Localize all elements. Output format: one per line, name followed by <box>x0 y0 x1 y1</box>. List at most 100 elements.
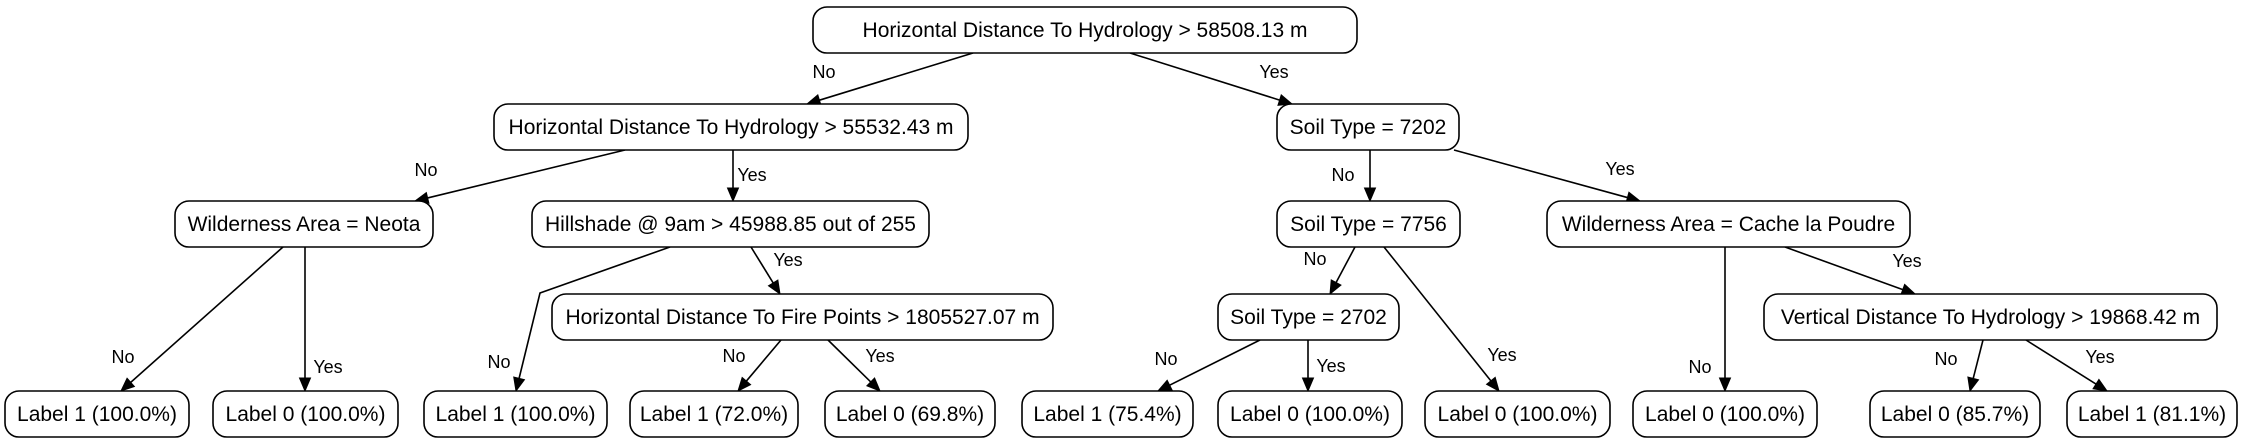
edge-line <box>427 149 626 199</box>
decision-node-n8: Soil Type = 2702 <box>1217 293 1400 341</box>
leaf-label: Label 1 (72.0%) <box>640 403 788 426</box>
branch-label-yes: Yes <box>1259 62 1288 82</box>
split-condition: Horizontal Distance To Fire Points > 180… <box>565 306 1039 329</box>
arrowhead-icon <box>1301 377 1315 393</box>
branch-label-no: No <box>1331 165 1354 185</box>
edge-line <box>518 246 671 379</box>
leaf-label: Label 1 (100.0%) <box>17 403 177 426</box>
arrowhead-icon <box>1485 376 1500 393</box>
edge-n9-to-l9: No <box>1934 339 1984 393</box>
node-box <box>1021 390 1194 438</box>
leaf-node-l2: Label 1 (100.0%) <box>423 390 608 438</box>
node-box <box>1869 390 2041 438</box>
edge-n1-to-n3: No <box>413 149 626 204</box>
edge-n6-to-l8: No <box>1688 247 1732 393</box>
leaf-node-l5: Label 1 (75.4%) <box>1021 390 1194 438</box>
leaf-label: Label 1 (100.0%) <box>436 403 596 426</box>
node-box <box>174 200 434 248</box>
edge-n0-to-n2: Yes <box>1129 52 1294 106</box>
edge-n2-to-n5: No <box>1331 150 1377 203</box>
node-box <box>1217 390 1403 438</box>
branch-label-no: No <box>1154 349 1177 369</box>
edge-n5-to-n8: No <box>1303 246 1356 296</box>
node-box <box>493 103 969 151</box>
split-condition: Horizontal Distance To Hydrology > 58508… <box>863 19 1308 42</box>
split-condition: Soil Type = 7756 <box>1290 213 1447 236</box>
split-condition: Soil Type = 2702 <box>1230 306 1387 329</box>
branch-label-yes: Yes <box>773 250 802 270</box>
node-box <box>1632 390 1818 438</box>
leaf-node-l9: Label 0 (85.7%) <box>1869 390 2041 438</box>
arrowhead-icon <box>298 377 312 393</box>
leaf-node-l8: Label 0 (100.0%) <box>1632 390 1818 438</box>
split-condition: Horizontal Distance To Hydrology > 55532… <box>509 116 954 139</box>
split-condition: Vertical Distance To Hydrology > 19868.4… <box>1781 306 2200 329</box>
edge-n1-to-n4: Yes <box>726 150 767 203</box>
edge-n3-to-l0: No <box>111 246 284 392</box>
arrowhead-icon <box>1718 377 1732 393</box>
node-box <box>1276 200 1461 248</box>
leaf-label: Label 0 (100.0%) <box>1230 403 1390 426</box>
decision-node-n3: Wilderness Area = Neota <box>174 200 434 248</box>
arrowhead-icon <box>737 376 752 392</box>
edge-line <box>745 339 782 382</box>
arrowhead-icon <box>2092 378 2109 392</box>
edge-line <box>1784 246 1904 291</box>
edge-n7-to-l4: Yes <box>827 339 895 392</box>
edge-n3-to-l1: Yes <box>298 247 343 393</box>
node-box <box>1276 103 1460 151</box>
leaf-label: Label 1 (75.4%) <box>1033 403 1181 426</box>
node-box <box>1546 200 1911 248</box>
leaf-node-l1: Label 0 (100.0%) <box>212 390 399 438</box>
edge-n4-to-n7: Yes <box>750 246 803 296</box>
arrowhead-icon <box>865 377 881 392</box>
decision-node-n7: Horizontal Distance To Fire Points > 180… <box>551 293 1054 341</box>
arrowhead-icon <box>1967 376 1980 393</box>
edge-line <box>130 246 284 383</box>
edge-n6-to-n9: Yes <box>1784 246 1922 296</box>
edge-line <box>1335 246 1356 283</box>
edge-line <box>1972 339 1984 379</box>
arrowhead-icon <box>1156 379 1173 392</box>
leaf-label: Label 0 (69.8%) <box>836 403 984 426</box>
branch-label-yes: Yes <box>865 346 894 366</box>
edge-n7-to-l3: No <box>722 339 782 392</box>
edge-line <box>1169 339 1261 386</box>
leaf-node-l3: Label 1 (72.0%) <box>629 390 799 438</box>
branch-label-yes: Yes <box>1316 356 1345 376</box>
branch-label-no: No <box>487 352 510 372</box>
branch-label-yes: Yes <box>1605 159 1634 179</box>
node-box <box>551 293 1054 341</box>
split-condition: Wilderness Area = Neota <box>188 213 421 236</box>
decision-node-n9: Vertical Distance To Hydrology > 19868.4… <box>1763 293 2218 341</box>
branch-label-yes: Yes <box>737 165 766 185</box>
edge-line <box>1383 246 1492 382</box>
branch-label-no: No <box>1688 357 1711 377</box>
branch-label-no: No <box>414 160 437 180</box>
arrowhead-icon <box>767 279 781 296</box>
branch-label-no: No <box>111 347 134 367</box>
branch-label-yes: Yes <box>1487 345 1516 365</box>
branch-label-yes: Yes <box>1892 251 1921 271</box>
tree-nodes: Horizontal Distance To Hydrology > 58508… <box>4 6 2238 438</box>
branch-label-yes: Yes <box>313 357 342 377</box>
split-condition: Soil Type = 7202 <box>1290 116 1447 139</box>
edge-n5-to-l7: Yes <box>1383 246 1517 393</box>
node-box <box>212 390 399 438</box>
decision-node-n6: Wilderness Area = Cache la Poudre <box>1546 200 1911 248</box>
decision-node-n1: Horizontal Distance To Hydrology > 55532… <box>493 103 969 151</box>
edge-line <box>1453 149 1628 199</box>
leaf-label: Label 0 (85.7%) <box>1881 403 2029 426</box>
edge-n8-to-l5: No <box>1154 339 1261 392</box>
branch-label-no: No <box>812 62 835 82</box>
decision-node-n5: Soil Type = 7756 <box>1276 200 1461 248</box>
node-box <box>531 200 930 248</box>
leaf-label: Label 0 (100.0%) <box>1438 403 1598 426</box>
edge-line <box>750 246 774 284</box>
leaf-node-l7: Label 0 (100.0%) <box>1424 390 1611 438</box>
node-box <box>812 6 1358 54</box>
edge-n4-to-l2: No <box>487 246 671 393</box>
tree-edges: No Yes No Yes No Yes No Yes No Yes No Yes No Yes No Yes… <box>111 52 2115 393</box>
node-box <box>629 390 799 438</box>
